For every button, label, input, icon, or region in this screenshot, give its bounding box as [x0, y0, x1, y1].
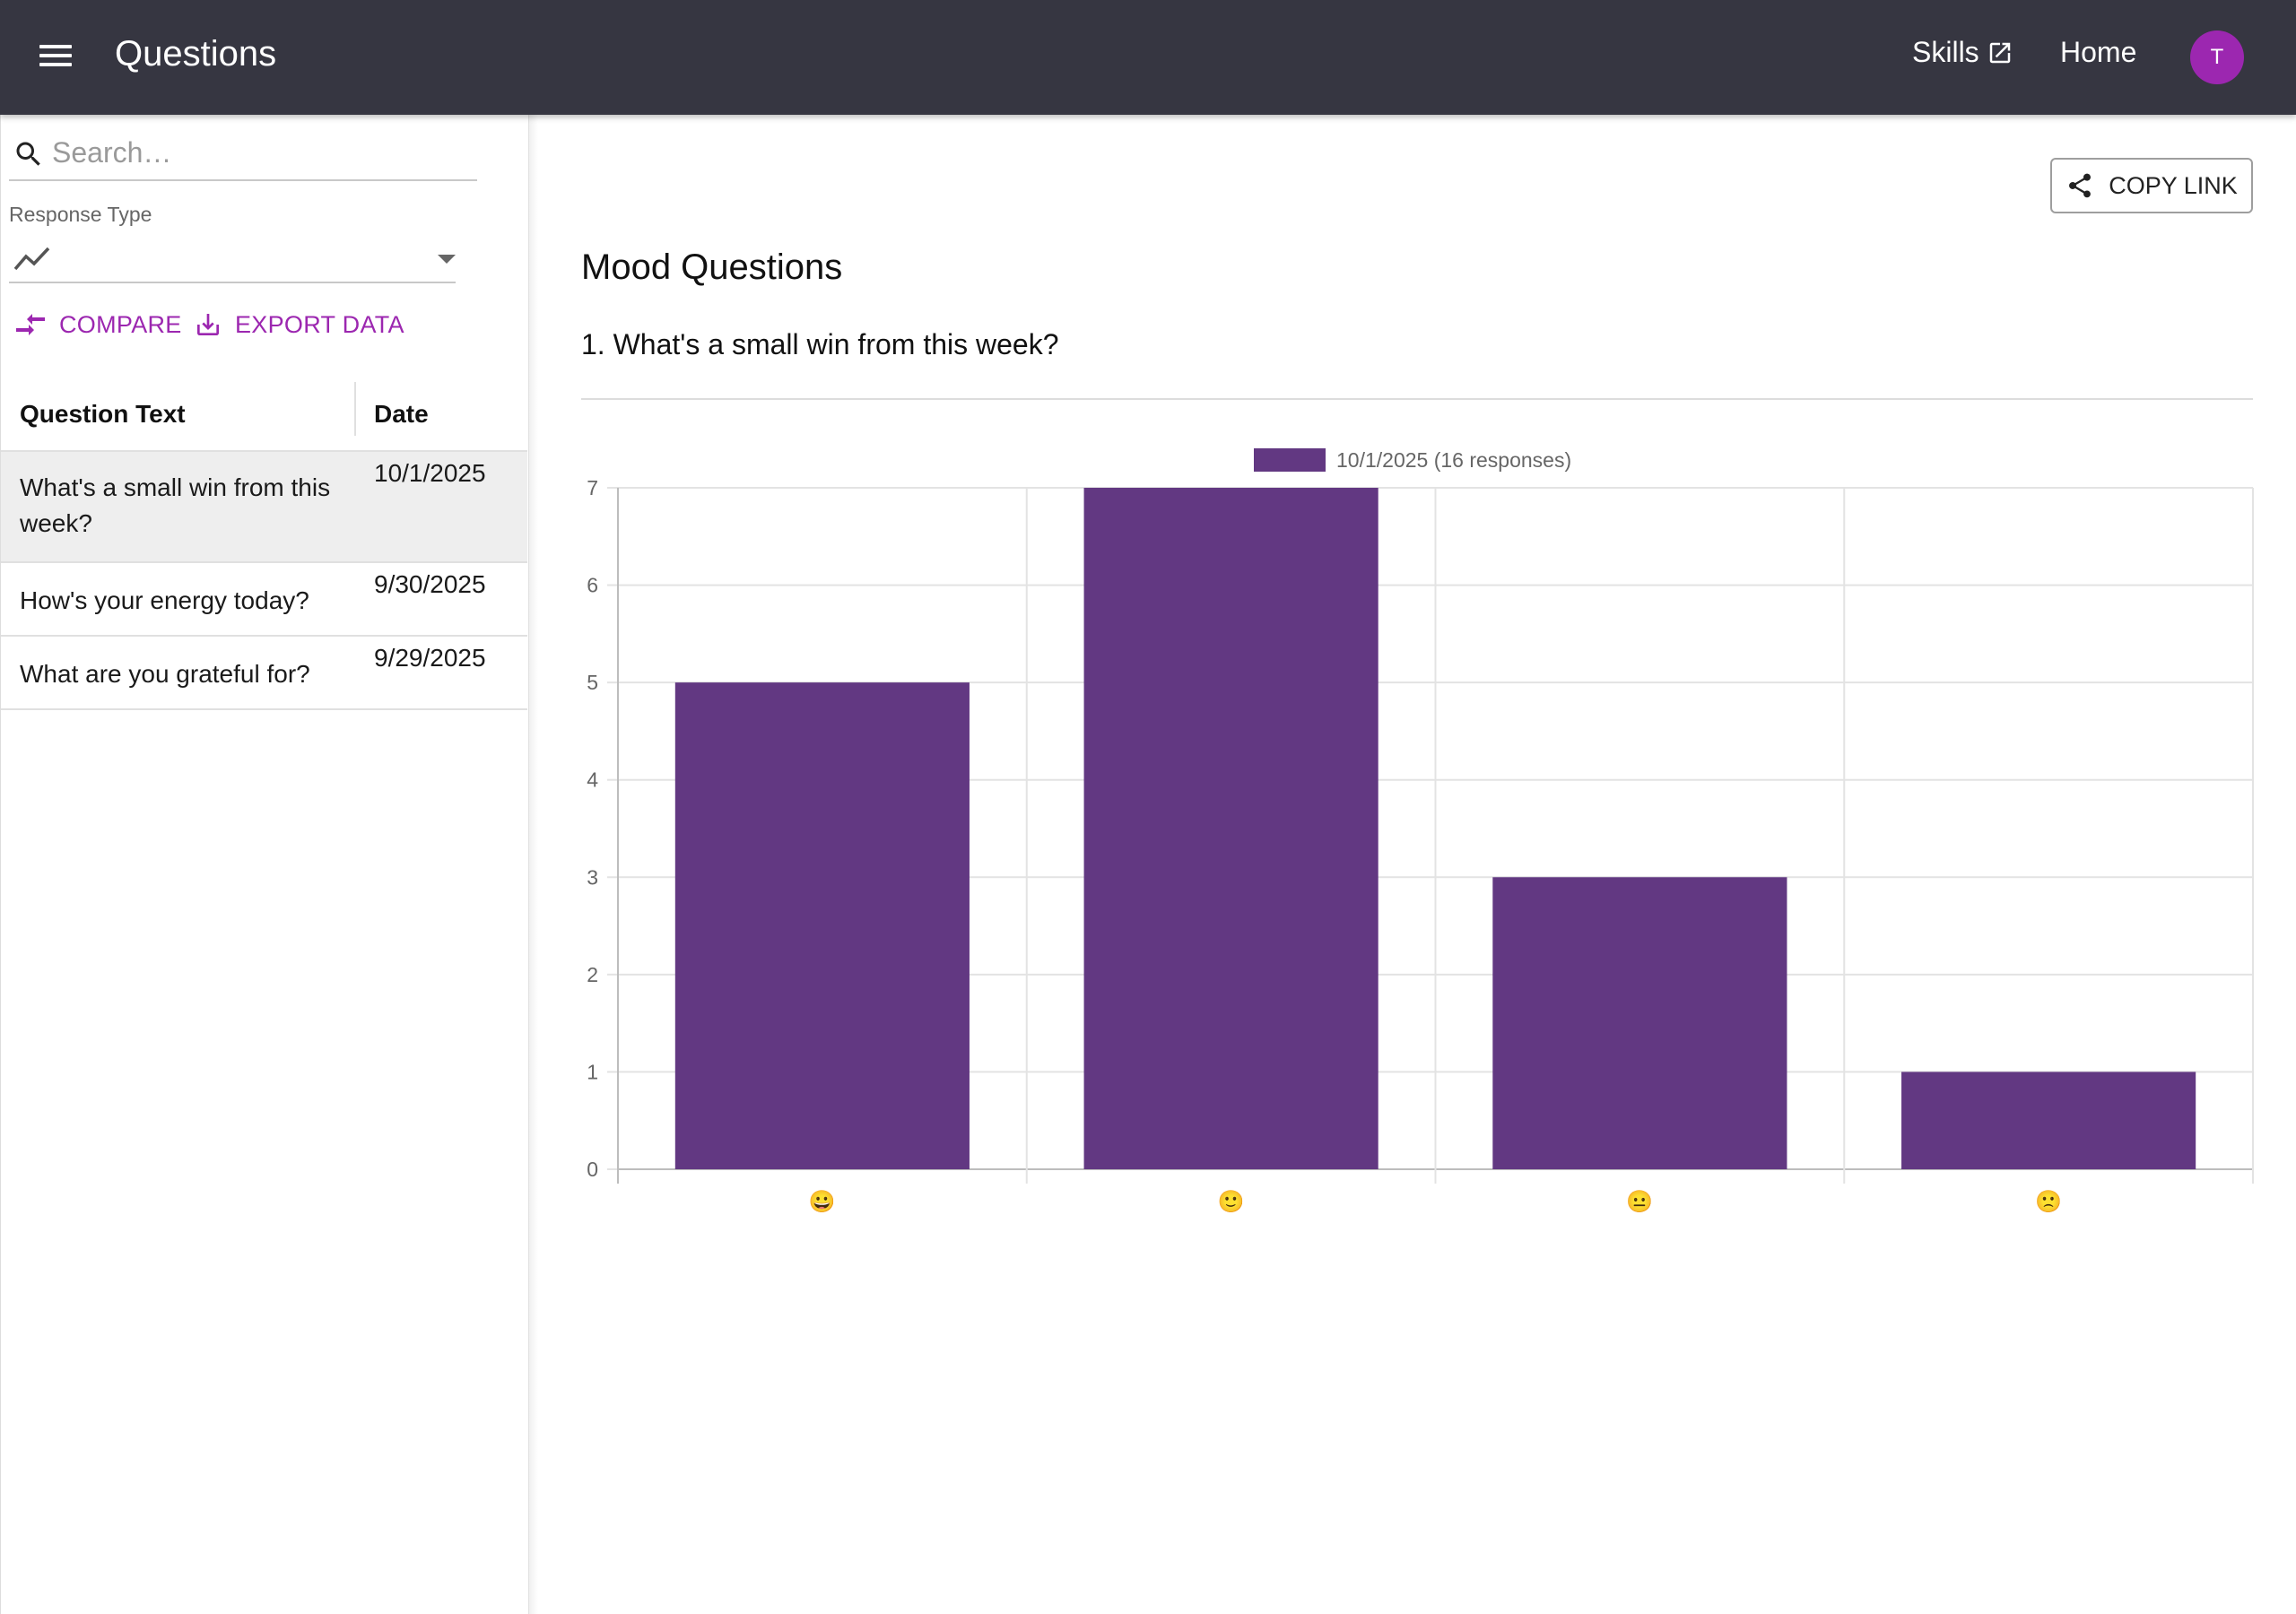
bar	[1083, 488, 1378, 1169]
x-tick-label: 😀	[809, 1190, 836, 1214]
x-tick-label: 🙁	[2035, 1190, 2062, 1214]
question-text: What are you grateful for?	[20, 660, 310, 688]
section-title: Mood Questions	[581, 247, 843, 287]
export-data-label: EXPORT DATA	[235, 310, 404, 338]
bar	[1492, 877, 1787, 1169]
question-date: 10/1/2025	[374, 459, 486, 487]
nav-skills-label: Skills	[1912, 36, 1979, 68]
column-header-question-text[interactable]: Question Text	[20, 400, 186, 428]
search-input[interactable]	[52, 133, 465, 172]
compare-label: COMPARE	[59, 310, 182, 338]
response-type-label: Response Type	[9, 203, 152, 226]
question-title: 1. What's a small win from this week?	[581, 328, 1059, 360]
y-tick-label: 4	[587, 768, 598, 792]
divider	[581, 398, 2253, 400]
y-tick-label: 2	[587, 963, 598, 986]
question-text: How's your energy today?	[20, 586, 309, 614]
external-link-icon	[1989, 42, 2010, 63]
question-date: 9/30/2025	[374, 570, 486, 598]
bar	[674, 682, 970, 1169]
legend-swatch	[1254, 448, 1326, 472]
search-field[interactable]	[9, 126, 477, 181]
copy-link-label: COPY LINK	[2109, 171, 2238, 199]
copy-link-button[interactable]: COPY LINK	[2050, 158, 2253, 213]
column-separator[interactable]	[354, 382, 356, 436]
x-tick-label: 😐	[1626, 1190, 1653, 1214]
y-tick-label: 5	[587, 671, 598, 694]
nav-home-link[interactable]: Home	[2060, 36, 2137, 68]
table-header: Question Text Date	[1, 369, 527, 452]
line-chart-icon	[13, 247, 50, 271]
compare-arrows-icon	[16, 314, 45, 335]
y-tick-label: 7	[587, 476, 598, 499]
nav-skills-link[interactable]: Skills	[1912, 36, 2013, 69]
y-tick-label: 1	[587, 1060, 598, 1083]
table-row[interactable]: What's a small win from this week? 10/1/…	[1, 452, 527, 563]
y-tick-label: 0	[587, 1158, 598, 1181]
download-icon	[197, 314, 219, 335]
sidebar-shadow	[529, 115, 538, 1614]
legend-label: 10/1/2025 (16 responses)	[1336, 448, 1571, 472]
table-row[interactable]: What are you grateful for? 9/29/2025	[1, 637, 527, 710]
response-type-select[interactable]	[9, 233, 456, 283]
menu-icon[interactable]	[36, 39, 72, 75]
search-icon	[16, 142, 40, 166]
page-title: Questions	[115, 34, 277, 74]
export-data-button[interactable]: EXPORT DATA	[194, 308, 404, 341]
avatar[interactable]: T	[2190, 30, 2244, 84]
x-tick-label: 🙂	[1218, 1190, 1245, 1214]
question-date: 9/29/2025	[374, 644, 486, 672]
y-tick-label: 3	[587, 865, 598, 889]
chevron-down-icon	[438, 255, 456, 264]
table-row[interactable]: How's your energy today? 9/30/2025	[1, 563, 527, 637]
y-tick-label: 6	[587, 574, 598, 597]
app-bar: Questions Skills Home T	[0, 0, 2296, 115]
compare-button[interactable]: COMPARE	[14, 308, 182, 341]
question-table: Question Text Date What's a small win fr…	[1, 369, 527, 710]
mood-bar-chart: 0 1 2 3 4 5 6 7 😀 🙂 😐 🙁 10/1/2025 (16 responses)	[587, 448, 2254, 1214]
bar	[1901, 1072, 2196, 1169]
question-text: What's a small win from this week?	[20, 473, 331, 537]
column-header-date[interactable]: Date	[374, 400, 429, 428]
share-icon	[2069, 173, 2092, 198]
sidebar	[0, 115, 529, 1614]
